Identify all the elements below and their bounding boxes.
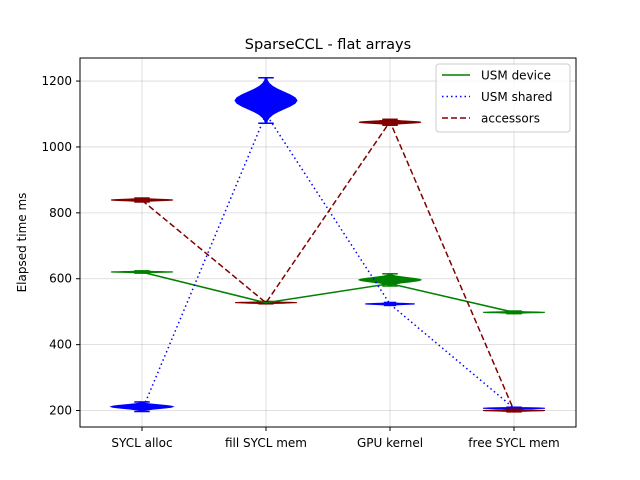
series-line-accessors	[141, 120, 515, 411]
series-lines	[141, 112, 515, 411]
series-line-usm-device	[141, 271, 515, 314]
legend-frame	[435, 63, 571, 133]
plot-frame	[79, 57, 577, 428]
legend-label-usm-shared: USM shared	[481, 90, 552, 104]
y-tick-label: 800	[49, 206, 72, 220]
y-tick-label: 1200	[41, 74, 72, 88]
x-tick-label: GPU kernel	[357, 436, 423, 450]
y-tick-label: 200	[49, 404, 72, 418]
legend: USM device USM shared accessors	[435, 63, 571, 133]
chart-title: SparseCCL - flat arrays	[245, 37, 411, 53]
y-axis: 200 400 600 800 1000 1200	[41, 74, 80, 418]
x-tick-label: free SYCL mem	[468, 436, 559, 450]
x-tick-label: SYCL alloc	[111, 436, 172, 450]
x-axis: SYCL alloc fill SYCL mem GPU kernel free SY…	[111, 427, 560, 450]
y-tick-label: 600	[49, 272, 72, 286]
x-tick-label: fill SYCL mem	[225, 436, 307, 450]
y-tick-label: 1000	[41, 140, 72, 154]
legend-label-accessors: accessors	[481, 112, 540, 126]
legend-label-usm-device: USM device	[481, 69, 551, 83]
y-tick-label: 400	[49, 338, 72, 352]
y-axis-label: Elapsed time ms	[15, 193, 29, 293]
